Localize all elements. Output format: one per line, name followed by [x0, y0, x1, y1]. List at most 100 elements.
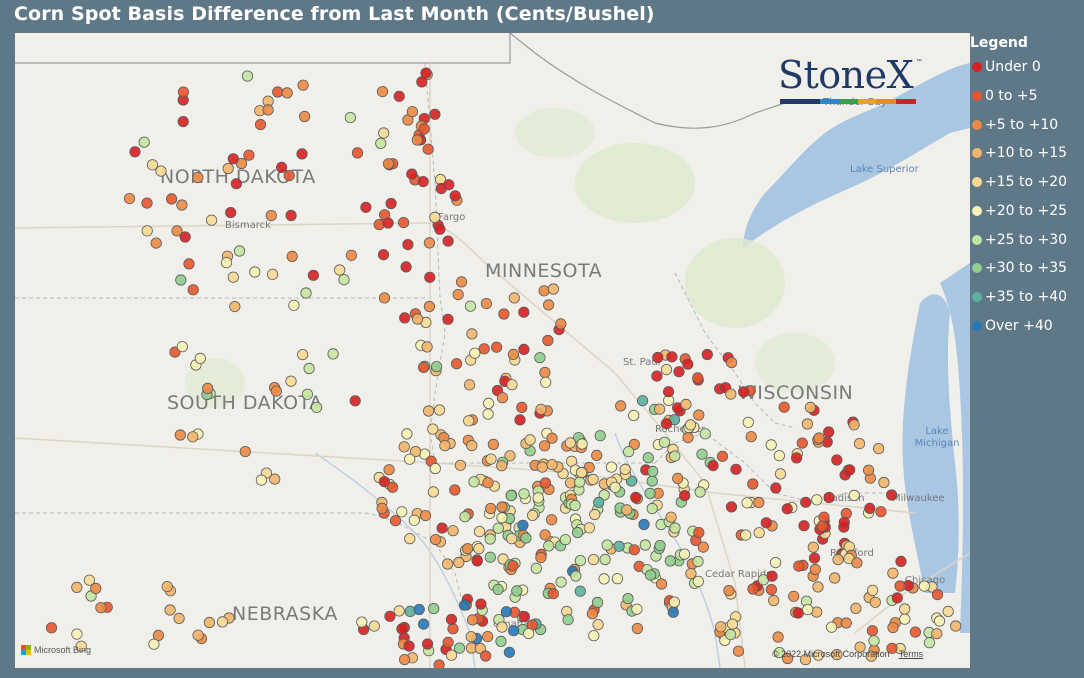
- price-point-marker[interactable]: [868, 635, 880, 647]
- price-point-marker[interactable]: [622, 592, 634, 605]
- price-point-marker[interactable]: [428, 602, 440, 615]
- price-point-marker[interactable]: [765, 439, 777, 451]
- price-point-marker[interactable]: [345, 249, 357, 261]
- price-point-marker[interactable]: [496, 512, 508, 524]
- price-point-marker[interactable]: [773, 646, 786, 659]
- bing-attribution[interactable]: Microsoft Bing: [21, 645, 91, 655]
- price-point-marker[interactable]: [441, 558, 454, 570]
- price-point-marker[interactable]: [576, 438, 588, 450]
- price-point-marker[interactable]: [539, 366, 551, 379]
- price-point-marker[interactable]: [404, 453, 416, 465]
- price-point-marker[interactable]: [463, 415, 475, 427]
- price-point-marker[interactable]: [931, 628, 943, 640]
- price-point-marker[interactable]: [466, 328, 478, 340]
- price-point-marker[interactable]: [832, 553, 844, 566]
- price-point-marker[interactable]: [693, 409, 705, 421]
- price-point-marker[interactable]: [286, 250, 298, 262]
- price-point-marker[interactable]: [598, 573, 610, 585]
- price-point-marker[interactable]: [678, 548, 691, 560]
- price-point-marker[interactable]: [397, 217, 410, 229]
- price-point-marker[interactable]: [848, 489, 860, 501]
- price-point-marker[interactable]: [672, 472, 684, 484]
- price-point-marker[interactable]: [484, 533, 496, 545]
- price-point-marker[interactable]: [174, 429, 186, 441]
- price-point-marker[interactable]: [413, 603, 425, 616]
- price-point-marker[interactable]: [473, 542, 485, 555]
- terms-link[interactable]: Terms: [898, 649, 924, 659]
- price-point-marker[interactable]: [421, 341, 433, 353]
- price-point-marker[interactable]: [801, 418, 814, 430]
- price-point-marker[interactable]: [187, 284, 199, 296]
- price-point-marker[interactable]: [442, 235, 454, 247]
- price-point-marker[interactable]: [653, 403, 666, 415]
- price-point-marker[interactable]: [788, 590, 800, 602]
- price-point-marker[interactable]: [685, 568, 697, 580]
- price-point-marker[interactable]: [176, 199, 188, 211]
- price-point-marker[interactable]: [851, 557, 863, 569]
- price-point-marker[interactable]: [484, 551, 496, 563]
- price-point-marker[interactable]: [518, 610, 530, 623]
- price-point-marker[interactable]: [141, 197, 153, 209]
- price-point-marker[interactable]: [760, 517, 772, 529]
- price-point-marker[interactable]: [770, 482, 782, 494]
- price-point-marker[interactable]: [504, 450, 516, 462]
- price-point-marker[interactable]: [918, 580, 930, 592]
- price-point-marker[interactable]: [418, 123, 430, 135]
- price-point-marker[interactable]: [429, 211, 441, 223]
- price-point-marker[interactable]: [458, 599, 471, 611]
- price-point-marker[interactable]: [668, 596, 681, 608]
- price-point-marker[interactable]: [540, 376, 552, 388]
- price-point-marker[interactable]: [660, 363, 673, 376]
- price-point-marker[interactable]: [496, 460, 508, 472]
- price-point-marker[interactable]: [615, 400, 627, 412]
- price-point-marker[interactable]: [559, 534, 572, 546]
- price-point-marker[interactable]: [378, 127, 390, 139]
- price-point-marker[interactable]: [508, 292, 520, 304]
- price-point-marker[interactable]: [461, 543, 474, 555]
- price-point-marker[interactable]: [862, 464, 875, 476]
- price-point-marker[interactable]: [421, 638, 434, 650]
- price-point-marker[interactable]: [628, 544, 640, 556]
- price-point-marker[interactable]: [429, 108, 441, 120]
- price-point-marker[interactable]: [631, 603, 643, 615]
- price-point-marker[interactable]: [230, 178, 242, 190]
- price-point-marker[interactable]: [398, 441, 410, 453]
- price-point-marker[interactable]: [386, 481, 399, 493]
- price-point-marker[interactable]: [459, 511, 471, 523]
- price-point-marker[interactable]: [500, 606, 512, 618]
- price-point-marker[interactable]: [272, 86, 284, 98]
- price-point-marker[interactable]: [307, 269, 319, 281]
- price-point-marker[interactable]: [694, 486, 706, 498]
- price-point-marker[interactable]: [899, 613, 911, 625]
- price-point-marker[interactable]: [404, 533, 416, 545]
- price-point-marker[interactable]: [436, 522, 448, 534]
- price-point-marker[interactable]: [423, 237, 435, 249]
- price-point-marker[interactable]: [732, 645, 745, 657]
- price-point-marker[interactable]: [442, 636, 454, 649]
- price-point-marker[interactable]: [393, 90, 405, 102]
- price-point-marker[interactable]: [696, 448, 708, 460]
- price-point-marker[interactable]: [194, 352, 206, 364]
- price-point-marker[interactable]: [220, 257, 233, 269]
- price-point-marker[interactable]: [539, 477, 552, 489]
- price-point-marker[interactable]: [90, 582, 102, 595]
- price-point-marker[interactable]: [818, 511, 830, 523]
- price-point-marker[interactable]: [303, 362, 315, 375]
- price-point-marker[interactable]: [680, 398, 692, 410]
- price-point-marker[interactable]: [183, 258, 195, 270]
- price-point-marker[interactable]: [468, 476, 480, 488]
- price-point-marker[interactable]: [715, 621, 727, 633]
- price-point-marker[interactable]: [464, 300, 477, 312]
- price-point-marker[interactable]: [886, 642, 898, 654]
- price-point-marker[interactable]: [496, 621, 508, 633]
- price-point-marker[interactable]: [853, 437, 866, 450]
- price-point-marker[interactable]: [338, 274, 350, 286]
- price-point-marker[interactable]: [498, 308, 510, 320]
- price-point-marker[interactable]: [591, 449, 603, 461]
- price-point-marker[interactable]: [613, 540, 625, 552]
- price-point-marker[interactable]: [475, 598, 487, 610]
- price-point-marker[interactable]: [399, 312, 411, 324]
- price-point-marker[interactable]: [631, 622, 644, 635]
- price-point-marker[interactable]: [148, 638, 160, 650]
- price-point-marker[interactable]: [434, 223, 446, 235]
